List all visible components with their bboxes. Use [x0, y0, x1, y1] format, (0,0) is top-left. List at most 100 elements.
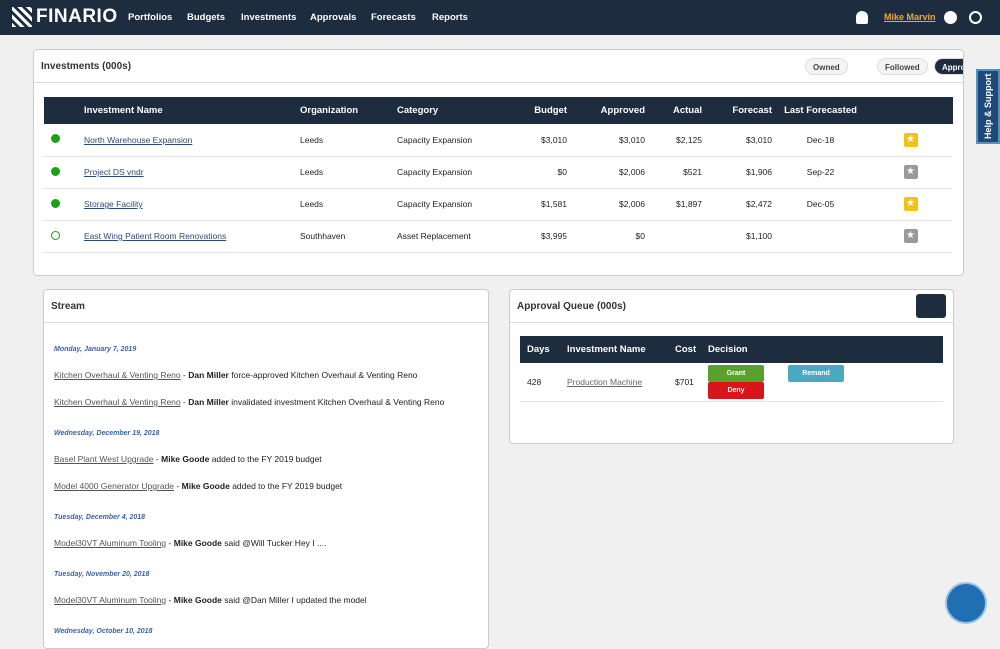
header-cell: Actual	[646, 97, 703, 124]
investment-link[interactable]: East Wing Patient Room Renovations	[84, 231, 227, 241]
filter-pill[interactable]: Approved	[934, 58, 963, 75]
cell-text: Asset Replacement	[397, 231, 471, 241]
star-cell: ★	[868, 156, 953, 189]
table-cell	[646, 220, 703, 253]
stream-action: added to the FY 2019 budget	[211, 454, 322, 464]
filter-pill[interactable]: Followed	[877, 58, 928, 75]
investments-panel: Investments (000s)OwnedFollowedApprovedI…	[33, 49, 964, 276]
cell-text: $2,006	[619, 199, 645, 209]
cell-text: Capacity Expansion	[397, 199, 473, 209]
table-cell: Leeds	[299, 156, 396, 189]
stream-item: Model 4000 Generator Upgrade - Mike Good…	[54, 481, 488, 491]
nav-link[interactable]: Portfolios	[128, 12, 173, 23]
star-cell: ★	[868, 220, 953, 253]
table-cell: Capacity Expansion	[396, 124, 506, 157]
approval-panel: Approval Queue (000s) Days Investment Name…	[509, 289, 954, 444]
stream-link[interactable]: Model30VT Aluminum Tooling	[54, 538, 167, 548]
star-toggle[interactable]: ★	[903, 197, 918, 211]
header-cell: Investment Name	[560, 336, 668, 363]
stream-item: Basel Plant West Upgrade - Mike Goode ad…	[54, 454, 488, 464]
filter-pill[interactable]: Owned	[805, 58, 848, 75]
stream-item: Kitchen Overhaul & Venting Reno - Dan Mi…	[54, 397, 488, 407]
separator: -	[168, 538, 172, 548]
stream-link[interactable]: Model30VT Aluminum Tooling	[54, 595, 167, 605]
star-toggle[interactable]: ★	[903, 229, 918, 243]
panel-title: Investments (000s)	[34, 50, 963, 83]
decision-button[interactable]: Remand	[788, 364, 844, 382]
table-cell: $0	[506, 156, 568, 189]
nav-link[interactable]: Investments	[241, 12, 297, 23]
nav-link[interactable]: Reports	[432, 12, 468, 23]
nav-link[interactable]: Forecasts	[371, 12, 416, 23]
power-icon[interactable]	[969, 11, 982, 24]
cell-text: Leeds	[300, 167, 324, 177]
table-cell: North Warehouse Expansion	[83, 124, 299, 157]
header-cell: Days	[520, 336, 560, 363]
help-tab[interactable]: Help & Support	[976, 69, 1000, 144]
separator: -	[176, 481, 180, 491]
cell-text: Sep-22	[806, 167, 835, 177]
cell-text: $521	[683, 167, 702, 177]
chat-button[interactable]	[945, 582, 987, 624]
panel-title: Stream	[44, 290, 488, 323]
notifications-icon[interactable]	[856, 11, 868, 24]
header-cell: Approved	[568, 97, 646, 124]
table-cell: Dec-05	[773, 188, 868, 221]
nav-link[interactable]: Approvals	[310, 12, 357, 23]
table-cell: 428	[520, 363, 560, 402]
stream-action: added to the FY 2019 budget	[232, 481, 343, 491]
table-cell: Asset Replacement	[396, 220, 506, 253]
header-cell: Last Forecasted	[773, 97, 868, 124]
table-cell: $1,906	[703, 156, 773, 189]
decision-button[interactable]: Deny	[708, 381, 764, 399]
table-cell: $2,006	[568, 156, 646, 189]
investments-table: Investment Name Organization Category Budge…	[44, 97, 953, 253]
header-cell	[44, 97, 83, 124]
stream-action: invalidated investment Kitchen Overhaul …	[231, 397, 445, 407]
cell-text: $0	[557, 167, 567, 177]
table-row: North Warehouse Expansion Leeds Capacity E…	[44, 124, 953, 157]
table-cell: Sep-22	[773, 156, 868, 189]
nav-bar: FINARIO Portfolios Budgets Investments Appro…	[0, 0, 1000, 35]
table-cell: $2,472	[703, 188, 773, 221]
user-menu[interactable]: Mike Marvin	[884, 12, 936, 22]
investment-link[interactable]: Project DS vndr	[84, 167, 144, 177]
table-cell: $3,010	[703, 124, 773, 157]
stream-user: Mike Goode	[181, 481, 230, 491]
stream-date: Wednesday, December 19, 2018	[54, 430, 160, 437]
stream-link[interactable]: Model 4000 Generator Upgrade	[54, 481, 175, 491]
investment-link[interactable]: Production Machine	[567, 376, 643, 387]
cell-text: $3,010	[619, 134, 645, 145]
table-body: 428 Production Machine $701 Grant Remand Deny	[520, 363, 943, 402]
cell-text: $3,010	[541, 134, 567, 145]
header-cell: Decision	[701, 336, 943, 363]
collapse-button[interactable]	[916, 294, 946, 318]
table-cell: East Wing Patient Room Renovations	[83, 220, 299, 253]
table-head: Days Investment Name Cost Decision	[520, 336, 943, 363]
table-cell: Capacity Expansion	[396, 188, 506, 221]
stream-panel: Stream Monday, January 7, 2019 Kitchen Ove…	[43, 289, 489, 649]
separator: -	[183, 397, 186, 407]
stream-link[interactable]: Basel Plant West Upgrade	[54, 454, 154, 464]
table-cell: $1,581	[506, 188, 568, 221]
stream-link[interactable]: Kitchen Overhaul & Venting Reno	[54, 397, 181, 407]
investment-link[interactable]: Storage Facility	[84, 199, 143, 209]
decision-button[interactable]: Grant	[708, 364, 764, 382]
stream-link[interactable]: Kitchen Overhaul & Venting Reno	[54, 370, 181, 380]
star-cell: ★	[868, 124, 953, 157]
table-cell: Leeds	[299, 124, 396, 157]
cell-text: Leeds	[300, 134, 324, 145]
cell-text: $1,897	[676, 199, 702, 209]
star-toggle[interactable]: ★	[903, 165, 918, 179]
info-icon[interactable]	[944, 11, 957, 24]
header-cell: Organization	[299, 97, 396, 124]
stream-action: said @Dan Miller I updated the model	[224, 595, 367, 605]
stream-date: Monday, January 7, 2019	[54, 346, 137, 353]
separator: -	[155, 454, 159, 464]
nav-link[interactable]: Budgets	[187, 12, 225, 23]
table-cell: Southhaven	[299, 220, 396, 253]
investment-link[interactable]: North Warehouse Expansion	[84, 134, 193, 145]
table-cell: Leeds	[299, 188, 396, 221]
star-toggle[interactable]: ★	[903, 132, 918, 147]
cell-text: Leeds	[300, 199, 324, 209]
